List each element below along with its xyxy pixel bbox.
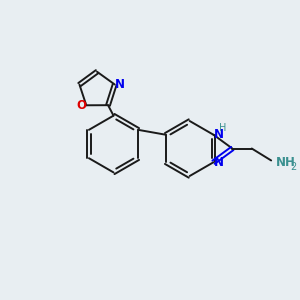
Text: N: N (214, 128, 224, 141)
Text: N: N (214, 156, 224, 169)
Text: 2: 2 (290, 162, 296, 172)
Text: NH: NH (276, 156, 296, 169)
Text: N: N (115, 78, 125, 91)
Text: O: O (76, 99, 86, 112)
Text: H: H (219, 123, 226, 133)
